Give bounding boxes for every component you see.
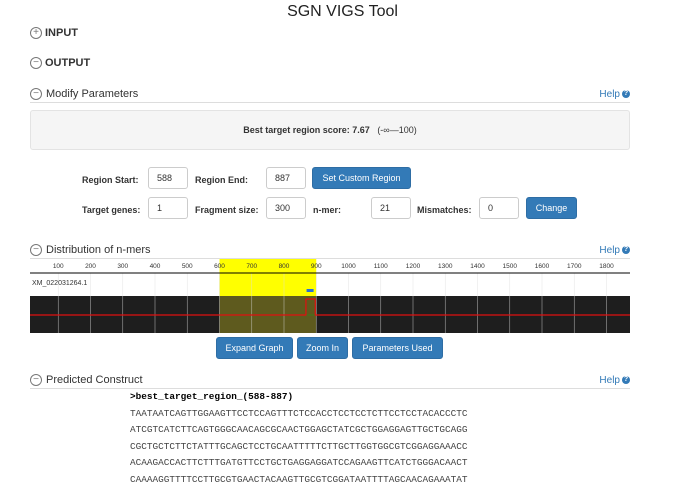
input-label: INPUT [45,27,78,39]
mismatches-label: Mismatches: [417,205,472,215]
tick-label: 400 [150,263,161,270]
modify-parameters-header[interactable]: − Modify Parameters Help? [30,86,630,103]
sequence-line: ATCGTCATCTTCAGTGGGCAACAGCGCAACTGGAGCTATC… [130,424,468,435]
fragment-size-label: Fragment size: [195,205,259,215]
help-link[interactable]: Help? [599,375,630,386]
question-icon: ? [622,246,630,254]
gene-label: XM_022031264.1 [32,280,87,287]
tick-label: 1800 [599,263,614,270]
tick-label: 1000 [341,263,356,270]
region-start-label: Region Start: [82,175,139,185]
help-label: Help [599,244,620,256]
tick-label: 1600 [535,263,550,270]
tick-label: 1200 [406,263,421,270]
set-custom-region-button[interactable]: Set Custom Region [312,167,411,189]
construct-title: Predicted Construct [46,374,143,386]
sequence-line: CAAAAGGTTTTCCTTGCGTGAACTACAAGTTGCGTCGGAT… [130,473,468,485]
score-range: (-∞—100) [377,125,417,135]
input-section-toggle[interactable]: + INPUT [30,27,78,39]
tick-label: 700 [246,263,257,270]
tick-label: 1300 [438,263,453,270]
target-genes-input[interactable]: 1 [148,197,188,219]
sequence-line: TAATAATCAGTTGGAAGTTCCTCCAGTTTCTCCACCTCCT… [130,407,468,419]
question-icon: ? [622,376,630,384]
region-end-label: Region End: [195,175,248,185]
score-panel: Best target region score: 7.67 (-∞—100) [30,110,630,150]
tick-label: 500 [182,263,193,270]
nmer-label: n-mer: [313,205,342,215]
tick-label: 600 [214,263,225,270]
zoom-in-button[interactable]: Zoom In [297,337,348,359]
minus-circle-icon: − [30,244,42,256]
output-section-toggle[interactable]: − OUTPUT [30,57,90,69]
minus-circle-icon: − [30,88,42,100]
score-label: Best target region score: 7.67 [243,125,370,135]
modify-title: Modify Parameters [46,88,139,100]
plus-circle-icon: + [30,27,42,39]
expand-graph-button[interactable]: Expand Graph [216,337,293,359]
nmer-distribution-graph[interactable]: 100 200 300 400 500 600 700 800 900 1000 1100 1200 1… [30,259,630,333]
tick-label: 800 [279,263,290,270]
construct-sequence: >best_target_region_(588-887) TAATAATCAG… [130,389,468,488]
parameters-used-button[interactable]: Parameters Used [352,337,443,359]
region-start-input[interactable]: 588 [148,167,188,189]
tick-label: 100 [53,263,64,270]
distribution-title: Distribution of n-mers [46,244,151,256]
tick-label: 1100 [374,263,388,270]
tick-label: 1400 [470,263,485,270]
target-genes-label: Target genes: [82,205,141,215]
sequence-line: ACAAGACCACTTCTTTGATGTTCCTGCTGAGGAGGATCCA… [130,457,468,468]
tick-label: 200 [85,263,96,270]
region-end-input[interactable]: 887 [266,167,306,189]
distribution-header[interactable]: − Distribution of n-mers Help? [30,242,630,259]
mismatches-input[interactable]: 0 [479,197,519,219]
question-icon: ? [622,90,630,98]
help-link[interactable]: Help? [599,89,630,100]
sequence-header: >best_target_region_(588-887) [130,391,294,402]
minus-circle-icon: − [30,57,42,69]
fragment-size-input[interactable]: 300 [266,197,306,219]
nmer-input[interactable]: 21 [371,197,411,219]
tick-label: 300 [117,263,128,270]
predicted-construct-header[interactable]: − Predicted Construct Help? [30,372,630,389]
minus-circle-icon: − [30,374,42,386]
help-link[interactable]: Help? [599,245,630,256]
tick-label: 1500 [503,263,518,270]
tick-label: 900 [311,263,322,270]
sequence-line: CGCTGCTCTTCTATTTGCAGCTCCTGCAATTTTTCTTGCT… [130,440,468,452]
help-label: Help [599,88,620,100]
nmer-hit-marker [306,289,314,292]
page-title: SGN VIGS Tool [287,3,398,20]
output-label: OUTPUT [45,57,91,69]
help-label: Help [599,374,620,386]
change-button[interactable]: Change [526,197,577,219]
tick-label: 1700 [567,263,582,270]
nmer-distribution-line [30,298,630,316]
selected-region-highlight [219,259,317,296]
